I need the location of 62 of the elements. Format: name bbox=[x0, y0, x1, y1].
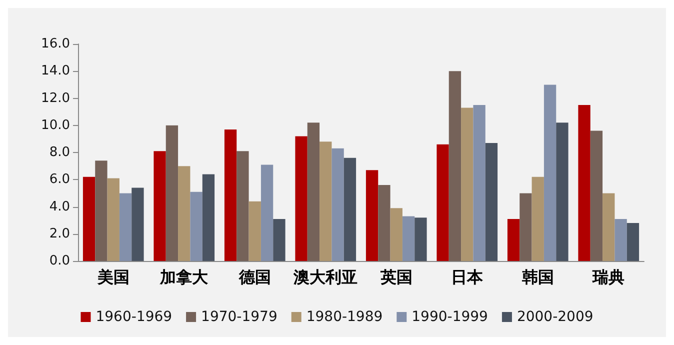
bar bbox=[166, 125, 178, 261]
bar bbox=[132, 188, 144, 261]
bar bbox=[532, 176, 544, 261]
bar bbox=[248, 201, 261, 261]
y-tick-label: 12.0 bbox=[41, 90, 70, 106]
y-tick-label: 4.0 bbox=[49, 199, 70, 214]
bar bbox=[366, 170, 378, 261]
bar bbox=[82, 176, 96, 261]
bar bbox=[578, 105, 590, 261]
bar bbox=[178, 166, 190, 261]
bar bbox=[556, 122, 568, 261]
x-tick-label: 日本 bbox=[451, 268, 484, 286]
x-tick-label: 加拿大 bbox=[159, 268, 210, 286]
x-tick-label: 瑞典 bbox=[592, 268, 625, 286]
bar bbox=[224, 129, 237, 261]
bar bbox=[202, 174, 215, 261]
y-tick-label: 6.0 bbox=[49, 172, 70, 188]
legend-label: 2000-2009 bbox=[516, 309, 594, 325]
y-tick-label: 8.0 bbox=[49, 145, 70, 160]
x-tick-label: 美国 bbox=[96, 268, 130, 286]
x-tick-label: 德国 bbox=[238, 268, 271, 286]
bar bbox=[473, 105, 486, 261]
bar bbox=[236, 151, 249, 261]
bar bbox=[614, 218, 627, 261]
bar bbox=[461, 108, 474, 261]
bar bbox=[95, 160, 108, 261]
bar bbox=[307, 122, 320, 261]
legend-label: 1970-1979 bbox=[201, 309, 278, 325]
bar bbox=[107, 178, 120, 261]
bar bbox=[273, 218, 286, 261]
y-tick-label: 14.0 bbox=[41, 64, 70, 79]
bar bbox=[507, 218, 520, 261]
bar bbox=[378, 185, 390, 261]
bar bbox=[402, 216, 415, 261]
x-tick-label: 澳大利亚 bbox=[292, 268, 358, 286]
legend-label: 1990-1999 bbox=[412, 309, 488, 325]
y-tick-label: 10.0 bbox=[41, 118, 70, 133]
legend-label: 1980-1989 bbox=[306, 309, 383, 325]
bar bbox=[520, 193, 532, 261]
bar bbox=[436, 144, 449, 261]
bar bbox=[154, 151, 166, 261]
y-tick-label: 2.0 bbox=[49, 226, 70, 242]
y-tick-label: 16.0 bbox=[41, 36, 70, 52]
bar bbox=[390, 208, 402, 261]
bar bbox=[332, 148, 344, 261]
bar bbox=[485, 143, 498, 261]
x-tick-label: 韩国 bbox=[520, 268, 554, 286]
x-tick-label: 英国 bbox=[379, 268, 412, 286]
bar bbox=[626, 223, 640, 261]
y-tick-label: 0.0 bbox=[49, 254, 70, 268]
bar bbox=[602, 193, 615, 261]
bar bbox=[295, 136, 308, 261]
legend-label: 1960-1969 bbox=[96, 309, 172, 325]
bar bbox=[544, 84, 556, 261]
bar bbox=[414, 218, 427, 261]
bar bbox=[119, 193, 132, 261]
bar bbox=[320, 142, 332, 261]
bar bbox=[590, 130, 603, 261]
bar bbox=[344, 158, 356, 261]
bar bbox=[260, 164, 274, 261]
bar bbox=[448, 71, 462, 261]
bar bbox=[190, 192, 202, 261]
